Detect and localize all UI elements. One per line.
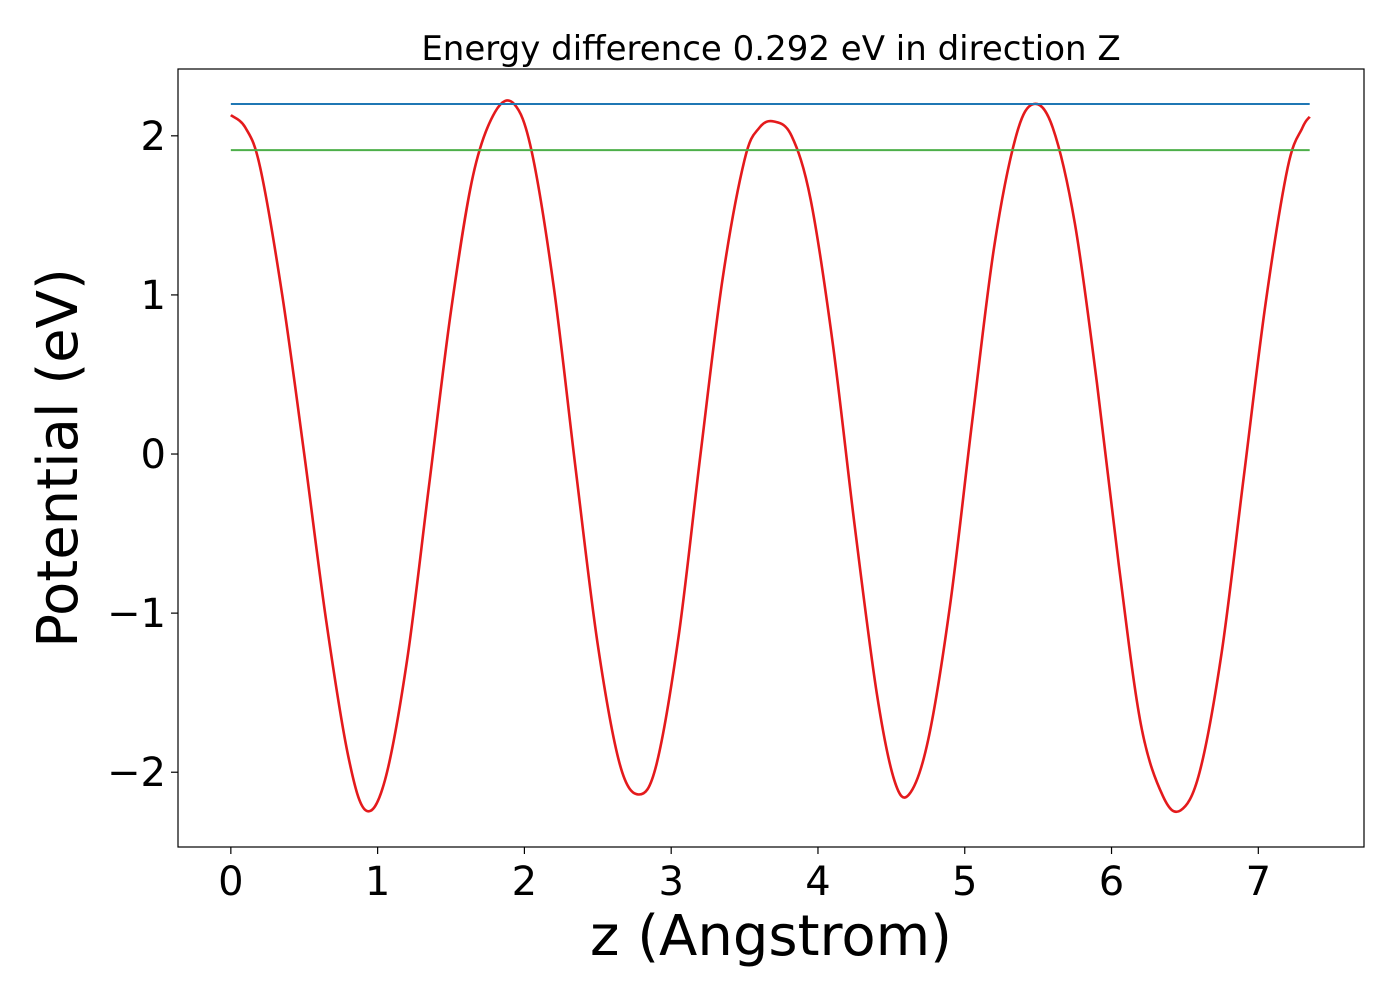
- x-tick-label-2: 2: [512, 859, 537, 905]
- y-tick-label-0: −2: [107, 750, 166, 796]
- y-axis: −2 −1 0 1 2: [107, 114, 178, 796]
- y-axis-label: Potential (eV): [26, 268, 91, 648]
- series-layer: [229, 99, 1311, 814]
- x-tick-label-4: 4: [805, 859, 830, 905]
- x-tick-label-6: 6: [1099, 859, 1124, 905]
- y-tick-label-1: −1: [107, 591, 166, 637]
- y-tick-label-4: 2: [141, 114, 166, 160]
- x-tick-label-5: 5: [952, 859, 977, 905]
- y-tick-label-3: 1: [141, 273, 166, 319]
- plot-area-frame: [177, 68, 1365, 848]
- chart-title: Energy difference 0.292 eV in direction …: [421, 29, 1120, 69]
- x-axis: 0 1 2 3 4 5 6 7: [218, 847, 1271, 905]
- series-line-0: [229, 99, 1311, 814]
- y-tick-label-2: 0: [141, 432, 166, 478]
- x-tick-label-3: 3: [658, 859, 683, 905]
- x-tick-label-7: 7: [1246, 859, 1271, 905]
- x-axis-label: z (Angstrom): [590, 904, 952, 969]
- x-tick-label-1: 1: [365, 859, 390, 905]
- x-tick-label-0: 0: [218, 859, 243, 905]
